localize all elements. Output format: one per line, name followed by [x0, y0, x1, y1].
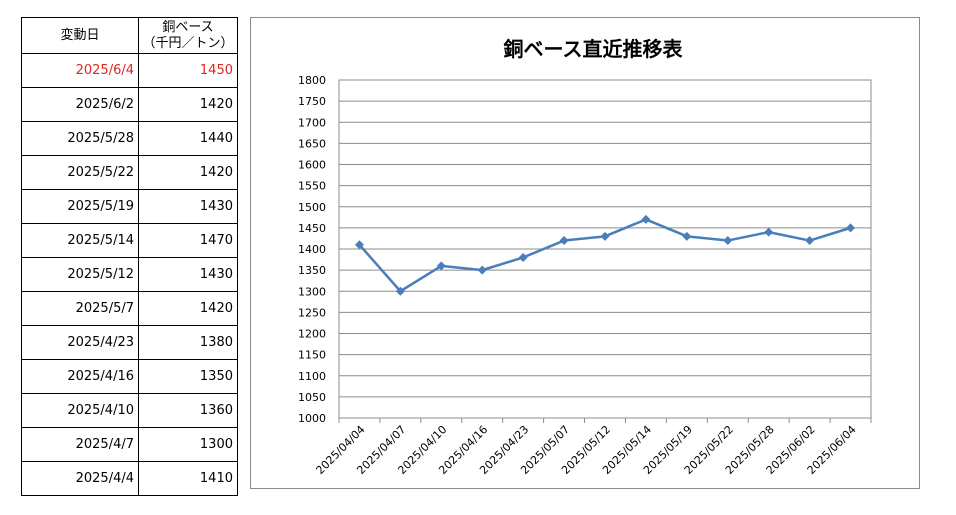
plot-border: [338, 79, 872, 419]
table-row: 2025/4/10 1360: [21, 393, 238, 428]
chart-area: 銅ベース直近推移表 1000 1050 1100 1150 1200 1250 1300 135…: [250, 17, 920, 489]
row-date: 2025/5/28: [21, 121, 139, 156]
table-header-row: 変動日 銅ベース （千円／トン）: [21, 17, 238, 54]
series-line: [358, 218, 851, 293]
data-point: [682, 231, 692, 241]
data-point: [641, 214, 651, 224]
row-price: 1300: [138, 427, 238, 462]
row-date: 2025/6/2: [21, 87, 139, 122]
table-row: 2025/5/19 1430: [21, 189, 238, 224]
table-row: 2025/5/28 1440: [21, 121, 238, 156]
data-point: [723, 236, 733, 246]
data-point: [846, 223, 856, 233]
table-row: 2025/4/7 1300: [21, 427, 238, 462]
data-point: [354, 240, 364, 250]
y-tick-label: 1200: [298, 328, 326, 341]
row-price: 1470: [138, 223, 238, 258]
y-tick-label: 1300: [298, 285, 326, 298]
row-price: 1420: [138, 155, 238, 190]
y-tick-label: 1800: [298, 74, 326, 87]
y-tick-label: 1400: [298, 243, 326, 256]
row-date: 2025/4/23: [21, 325, 139, 360]
row-date: 2025/4/10: [21, 393, 139, 428]
table-row: 2025/6/2 1420: [21, 87, 238, 122]
row-price: 1440: [138, 121, 238, 156]
row-date: 2025/5/22: [21, 155, 139, 190]
table-row: 2025/5/14 1470: [21, 223, 238, 258]
y-tick-label: 1750: [298, 95, 326, 108]
row-price: 1350: [138, 359, 238, 394]
data-point: [805, 236, 815, 246]
row-date: 2025/5/14: [21, 223, 139, 258]
row-price: 1430: [138, 189, 238, 224]
y-tick-label: 1150: [298, 349, 326, 362]
copper-price-table: 変動日 銅ベース （千円／トン） 2025/6/4 1450 2025/6/2 142…: [21, 17, 238, 496]
y-tick-label: 1350: [298, 264, 326, 277]
data-point: [518, 252, 528, 262]
y-tick-label: 1650: [298, 137, 326, 150]
y-tick-label: 1250: [298, 306, 326, 319]
table-row: 2025/4/4 1410: [21, 461, 238, 496]
y-tick-label: 1700: [298, 116, 326, 129]
y-tick-label: 1000: [298, 412, 326, 425]
row-date: 2025/4/7: [21, 427, 139, 462]
header-date: 変動日: [21, 17, 139, 54]
row-price: 1410: [138, 461, 238, 496]
y-tick-label: 1500: [298, 201, 326, 214]
table-body: 2025/6/4 1450 2025/6/2 1420 2025/5/28 1440 202…: [21, 53, 238, 496]
data-point: [477, 265, 487, 275]
data-point: [559, 236, 569, 246]
row-price: 1430: [138, 257, 238, 292]
header-price-line1: 銅ベース: [162, 19, 214, 35]
data-point: [436, 261, 446, 271]
y-tick-label: 1100: [298, 370, 326, 383]
table-row: 2025/5/22 1420: [21, 155, 238, 190]
header-price-line2: （千円／トン）: [142, 35, 234, 51]
row-date: 2025/5/19: [21, 189, 139, 224]
table-row: 2025/4/16 1350: [21, 359, 238, 394]
header-price: 銅ベース （千円／トン）: [138, 17, 238, 54]
table-row: 2025/6/4 1450: [21, 53, 238, 88]
row-date: 2025/6/4: [21, 53, 139, 88]
table-row: 2025/5/7 1420: [21, 291, 238, 326]
row-price: 1420: [138, 87, 238, 122]
row-price: 1360: [138, 393, 238, 428]
data-point: [600, 231, 610, 241]
y-tick-label: 1050: [298, 391, 326, 404]
y-tick-label: 1600: [298, 159, 326, 172]
row-date: 2025/5/12: [21, 257, 139, 292]
y-tick-label: 1550: [298, 180, 326, 193]
chart-title: 銅ベース直近推移表: [504, 37, 684, 61]
row-date: 2025/5/7: [21, 291, 139, 326]
y-tick-label: 1450: [298, 222, 326, 235]
line-chart: 銅ベース直近推移表 1000 1050 1100 1150 1200 1250 1300 135…: [298, 37, 872, 477]
table-row: 2025/4/23 1380: [21, 325, 238, 360]
data-point: [764, 227, 774, 237]
row-date: 2025/4/16: [21, 359, 139, 394]
row-price: 1380: [138, 325, 238, 360]
table-row: 2025/5/12 1430: [21, 257, 238, 292]
row-price: 1420: [138, 291, 238, 326]
row-date: 2025/4/4: [21, 461, 139, 496]
row-price: 1450: [138, 53, 238, 88]
data-point: [395, 286, 405, 296]
